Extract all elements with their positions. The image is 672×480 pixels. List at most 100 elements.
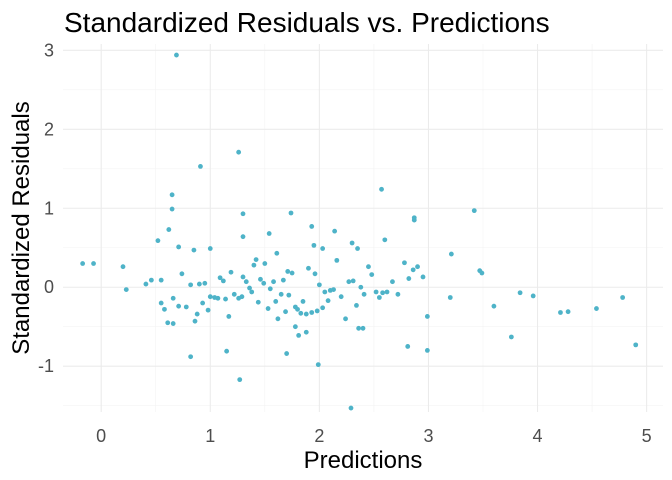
data-point bbox=[349, 240, 355, 246]
data-point bbox=[166, 227, 172, 232]
data-point bbox=[334, 257, 340, 263]
data-point bbox=[176, 244, 182, 250]
data-point bbox=[239, 294, 245, 300]
data-point bbox=[355, 246, 360, 251]
data-point bbox=[240, 274, 246, 280]
data-point bbox=[253, 257, 259, 262]
data-point bbox=[226, 314, 232, 319]
data-point bbox=[278, 291, 284, 297]
data-point bbox=[165, 320, 171, 326]
data-point bbox=[447, 295, 453, 300]
data-point bbox=[170, 321, 176, 326]
data-point bbox=[309, 310, 315, 315]
data-point bbox=[316, 282, 322, 288]
data-point bbox=[261, 280, 267, 286]
data-point bbox=[266, 231, 272, 236]
data-point bbox=[247, 285, 252, 291]
data-point bbox=[406, 276, 412, 281]
y-tick-label: 0 bbox=[44, 277, 54, 297]
data-point bbox=[174, 52, 179, 58]
data-point bbox=[215, 295, 221, 301]
data-point bbox=[188, 282, 194, 288]
x-axis-title: Predictions bbox=[304, 447, 423, 474]
data-point bbox=[346, 279, 352, 285]
data-point bbox=[179, 271, 185, 277]
data-point bbox=[143, 281, 149, 287]
data-point bbox=[162, 306, 167, 312]
data-point bbox=[191, 247, 197, 253]
data-point bbox=[306, 265, 311, 271]
y-axis-title: Standardized Residuals bbox=[8, 101, 35, 355]
data-point bbox=[169, 192, 175, 198]
data-point bbox=[320, 305, 326, 311]
data-point bbox=[80, 261, 86, 266]
data-point bbox=[420, 274, 426, 280]
data-point bbox=[390, 279, 395, 285]
data-point bbox=[358, 284, 364, 290]
data-point bbox=[343, 316, 348, 322]
data-point bbox=[558, 310, 563, 315]
data-point bbox=[198, 164, 203, 169]
data-point bbox=[303, 329, 309, 335]
data-point bbox=[158, 300, 164, 306]
data-point bbox=[200, 300, 206, 306]
data-point bbox=[314, 308, 320, 314]
data-point bbox=[271, 279, 276, 285]
data-point bbox=[224, 348, 230, 354]
data-point bbox=[411, 217, 417, 223]
data-point bbox=[350, 278, 356, 284]
data-point bbox=[192, 318, 198, 324]
x-tick-label: 2 bbox=[314, 426, 324, 446]
x-tick-label: 1 bbox=[205, 426, 215, 446]
data-point bbox=[188, 354, 194, 360]
data-point bbox=[530, 293, 536, 299]
data-point bbox=[194, 311, 200, 317]
data-point bbox=[361, 291, 367, 297]
data-point bbox=[292, 324, 298, 330]
y-axis-ticks: -1 0 1 2 3 bbox=[38, 40, 54, 376]
data-point bbox=[303, 311, 309, 317]
data-point bbox=[471, 208, 477, 214]
data-point bbox=[594, 306, 599, 311]
data-point bbox=[228, 269, 234, 275]
data-point bbox=[354, 302, 359, 308]
data-point bbox=[300, 299, 306, 304]
y-tick-label: 1 bbox=[44, 198, 54, 218]
data-point bbox=[491, 303, 497, 309]
data-point bbox=[123, 287, 129, 292]
data-point bbox=[275, 316, 281, 322]
data-point bbox=[240, 211, 246, 217]
x-tick-label: 3 bbox=[423, 426, 433, 446]
data-point bbox=[315, 362, 321, 368]
data-point bbox=[207, 246, 213, 251]
data-point bbox=[384, 289, 390, 295]
data-point bbox=[332, 228, 338, 234]
data-point bbox=[320, 246, 326, 251]
data-point bbox=[283, 309, 288, 315]
data-point bbox=[309, 224, 315, 229]
data-point bbox=[267, 286, 273, 292]
data-point bbox=[348, 405, 354, 411]
data-point bbox=[288, 210, 294, 216]
data-point bbox=[91, 261, 96, 266]
data-point bbox=[312, 271, 318, 277]
data-point bbox=[280, 277, 286, 283]
data-point bbox=[169, 206, 175, 212]
data-point bbox=[205, 307, 211, 313]
x-axis-ticks: 0 1 2 3 4 5 bbox=[96, 426, 651, 446]
data-point bbox=[360, 325, 366, 331]
data-point bbox=[158, 277, 164, 283]
data-point bbox=[331, 287, 336, 292]
data-point bbox=[148, 277, 154, 283]
grid-lines bbox=[63, 44, 663, 412]
data-point bbox=[155, 238, 161, 244]
data-point bbox=[325, 298, 331, 304]
x-tick-label: 5 bbox=[642, 426, 652, 446]
y-tick-label: -1 bbox=[38, 356, 54, 376]
y-tick-label: 3 bbox=[44, 40, 54, 60]
data-point bbox=[379, 186, 384, 192]
data-point bbox=[183, 304, 189, 310]
data-point bbox=[285, 269, 291, 274]
data-point bbox=[620, 295, 626, 300]
